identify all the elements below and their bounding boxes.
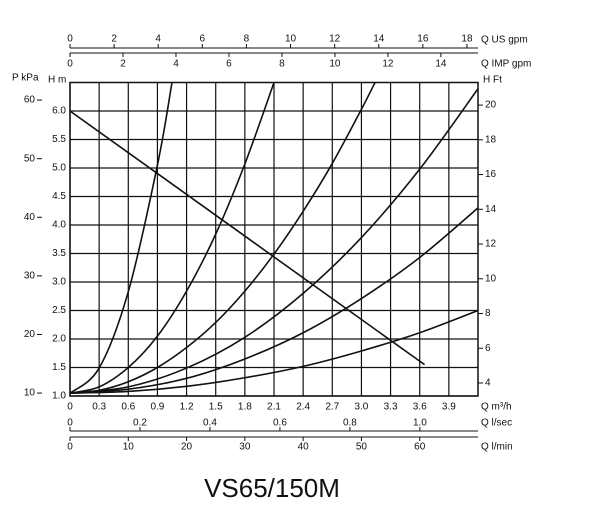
tick-label: 12 [382, 59, 394, 70]
tick-label: 20 [181, 442, 193, 453]
x-tick-label: 2.7 [325, 402, 339, 413]
tick-label: 4 [155, 34, 161, 45]
y-tick-label: 1.5 [52, 362, 66, 373]
tick-label: 4 [485, 378, 491, 389]
tick-label: 6 [485, 343, 491, 354]
lsec-axis-label: Q l/sec [481, 418, 512, 429]
tick-label: 12 [329, 34, 341, 45]
tick-label: 18 [461, 34, 473, 45]
x-tick-label: 3.0 [354, 402, 368, 413]
tick-label: 6 [226, 59, 232, 70]
tick-label: 10 [24, 388, 36, 399]
tick-label: 4 [173, 59, 179, 70]
x-axis-label: Q m³/h [481, 402, 512, 413]
tick-label: 1.0 [413, 418, 427, 429]
curve [69, 110, 426, 366]
tick-label: 50 [356, 442, 368, 453]
chart-title: VS65/150M [204, 473, 340, 503]
curve [69, 82, 275, 394]
tick-label: 30 [239, 442, 251, 453]
y-tick-label: 1.0 [52, 391, 66, 402]
tick-label: 2 [111, 34, 117, 45]
x-tick-label: 2.1 [267, 402, 281, 413]
x-tick-label: 0.3 [92, 402, 106, 413]
tick-label: 40 [24, 212, 36, 223]
ft-axis-label: H Ft [483, 75, 502, 86]
x-tick-label: 1.2 [180, 402, 194, 413]
x-tick-label: 1.5 [209, 402, 223, 413]
tick-label: 30 [24, 271, 36, 282]
tick-label: 0 [67, 34, 73, 45]
y-tick-label: 3.5 [52, 248, 66, 259]
kpa-axis-label: P kPa [12, 73, 39, 84]
tick-label: 0 [67, 59, 73, 70]
curve [69, 82, 376, 394]
tick-label: 50 [24, 153, 36, 164]
tick-label: 10 [485, 273, 497, 284]
x-tick-label: 3.9 [442, 402, 456, 413]
y-tick-label: 5.0 [52, 163, 66, 174]
tick-label: 20 [485, 100, 497, 111]
tick-label: 6 [200, 34, 206, 45]
tick-label: 14 [435, 59, 447, 70]
x-tick-label: 2.4 [296, 402, 310, 413]
x-tick-label: 0.9 [150, 402, 164, 413]
x-tick-label: 3.6 [413, 402, 427, 413]
tick-label: 0 [67, 418, 73, 429]
curve [69, 207, 479, 394]
imp-gpm-axis-label: Q IMP gpm [481, 59, 531, 70]
lmin-axis-label: Q l/min [481, 442, 513, 453]
tick-label: 8 [244, 34, 250, 45]
y-tick-label: 6.0 [52, 106, 66, 117]
tick-label: 60 [24, 95, 36, 106]
tick-label: 40 [298, 442, 310, 453]
tick-label: 20 [24, 329, 36, 340]
curve [69, 82, 173, 394]
tick-label: 0 [67, 442, 73, 453]
y-tick-label: 2.0 [52, 334, 66, 345]
curve [69, 309, 479, 394]
y-tick-label: 4.5 [52, 191, 66, 202]
x-tick-label: 3.3 [384, 402, 398, 413]
tick-label: 10 [123, 442, 135, 453]
tick-label: 2 [120, 59, 126, 70]
tick-label: 14 [485, 204, 497, 215]
tick-label: 12 [485, 239, 497, 250]
tick-label: 0.2 [133, 418, 147, 429]
tick-label: 10 [285, 34, 297, 45]
tick-label: 60 [414, 442, 426, 453]
tick-label: 0.4 [203, 418, 217, 429]
y-tick-label: 5.5 [52, 134, 66, 145]
y-tick-label: 4.0 [52, 220, 66, 231]
tick-label: 14 [373, 34, 385, 45]
tick-label: 18 [485, 134, 497, 145]
y-tick-label: 3.0 [52, 277, 66, 288]
tick-label: 10 [329, 59, 341, 70]
tick-label: 0.6 [273, 418, 287, 429]
tick-label: 8 [485, 308, 491, 319]
tick-label: 8 [279, 59, 285, 70]
tick-label: 0.8 [343, 418, 357, 429]
x-tick-label: 0 [67, 402, 73, 413]
curve [69, 88, 479, 394]
tick-label: 16 [417, 34, 429, 45]
y-axis-label: H m [48, 75, 66, 86]
us-gpm-axis-label: Q US gpm [481, 35, 528, 46]
y-tick-label: 2.5 [52, 305, 66, 316]
x-tick-label: 1.8 [238, 402, 252, 413]
tick-label: 16 [485, 169, 497, 180]
x-tick-label: 0.6 [121, 402, 135, 413]
